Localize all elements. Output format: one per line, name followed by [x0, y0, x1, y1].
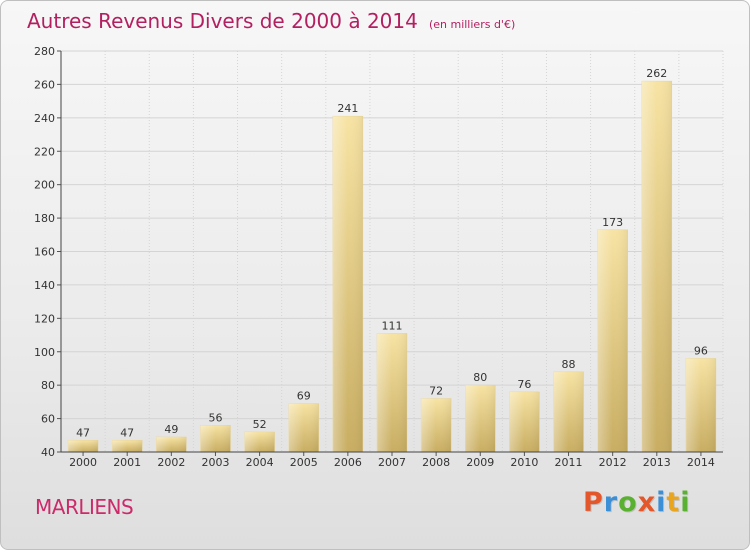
y-tick-label: 100: [34, 346, 55, 359]
bar-shade: [465, 385, 496, 452]
bar-shade: [685, 358, 716, 452]
y-tick-label: 60: [41, 413, 55, 426]
logo-letter: x: [637, 487, 657, 518]
y-tick-label: 200: [34, 179, 55, 192]
bar-shade: [509, 391, 540, 452]
bar-value-label: 56: [208, 411, 222, 424]
y-tick-label: 40: [41, 446, 55, 459]
axis-layer: 40 60 80 100 120 140 160 180 200 220 240 260 280 2000…: [34, 45, 723, 469]
x-tick-label: 2008: [422, 456, 450, 469]
bar-shade: [200, 425, 231, 452]
y-tick-label: 280: [34, 45, 55, 58]
bar-value-label: 76: [517, 378, 531, 391]
bar-value-label: 88: [562, 358, 576, 371]
y-tick-label: 140: [34, 279, 55, 292]
logo-letter: P: [583, 487, 604, 518]
x-tick-label: 2011: [555, 456, 583, 469]
bar-value-label: 69: [297, 390, 311, 403]
y-tick-label: 260: [34, 78, 55, 91]
x-tick-label: 2001: [113, 456, 141, 469]
bar-value-label: 96: [694, 344, 708, 357]
x-tick-label: 2004: [246, 456, 274, 469]
x-tick-label: 2010: [510, 456, 538, 469]
y-tick-label: 120: [34, 312, 55, 325]
bar-shade: [244, 431, 275, 452]
logo-letter: t: [666, 487, 681, 518]
bar-shade: [112, 440, 143, 452]
bar-value-label: 173: [602, 216, 623, 229]
bar-value-label: 49: [164, 423, 178, 436]
bar-shade: [421, 398, 452, 452]
logo-letter: o: [618, 487, 638, 518]
y-tick-label: 160: [34, 246, 55, 259]
proxiti-logo: Proxiti: [583, 487, 691, 518]
bar-value-label: 111: [382, 319, 403, 332]
bar-shade: [597, 229, 628, 452]
chart-title: Autres Revenus Divers de 2000 à 2014: [27, 9, 418, 33]
x-tick-label: 2006: [334, 456, 362, 469]
commune-name: MARLIENS: [35, 495, 134, 519]
bar-value-label: 241: [337, 102, 358, 115]
bar-value-label: 80: [473, 371, 487, 384]
x-tick-label: 2002: [157, 456, 185, 469]
bar-value-label: 262: [646, 67, 667, 80]
x-tick-label: 2014: [687, 456, 715, 469]
bar-shade: [553, 371, 584, 452]
bar-shade: [332, 116, 363, 452]
x-tick-label: 2005: [290, 456, 318, 469]
x-tick-label: 2003: [201, 456, 229, 469]
bar-value-label: 47: [76, 426, 90, 439]
bar-shade: [68, 440, 99, 452]
y-tick-label: 220: [34, 145, 55, 158]
x-tick-label: 2013: [643, 456, 671, 469]
bar-layer: 47 47 49 56 52 69 241 111 72 80 76 88 173 262 96: [67, 67, 717, 453]
chart-subtitle: (en milliers d'€): [428, 18, 516, 31]
bar-shade: [377, 333, 407, 452]
x-tick-label: 2000: [69, 456, 97, 469]
bar-value-label: 47: [120, 426, 134, 439]
x-tick-label: 2007: [378, 456, 406, 469]
chart-header: Autres Revenus Divers de 2000 à 2014 (en…: [27, 9, 515, 33]
bar-shade: [641, 81, 672, 452]
logo-letter: r: [603, 487, 619, 518]
bar-shade: [288, 403, 319, 452]
x-tick-label: 2012: [599, 456, 627, 469]
bar-value-label: 52: [253, 418, 267, 431]
logo-letter: i: [656, 487, 667, 518]
y-tick-label: 80: [41, 379, 55, 392]
bar-shade: [156, 436, 187, 452]
y-tick-label: 240: [34, 112, 55, 125]
x-tick-label: 2009: [466, 456, 494, 469]
logo-letter: i: [680, 487, 691, 518]
bar-value-label: 72: [429, 385, 443, 398]
y-tick-label: 180: [34, 212, 55, 225]
